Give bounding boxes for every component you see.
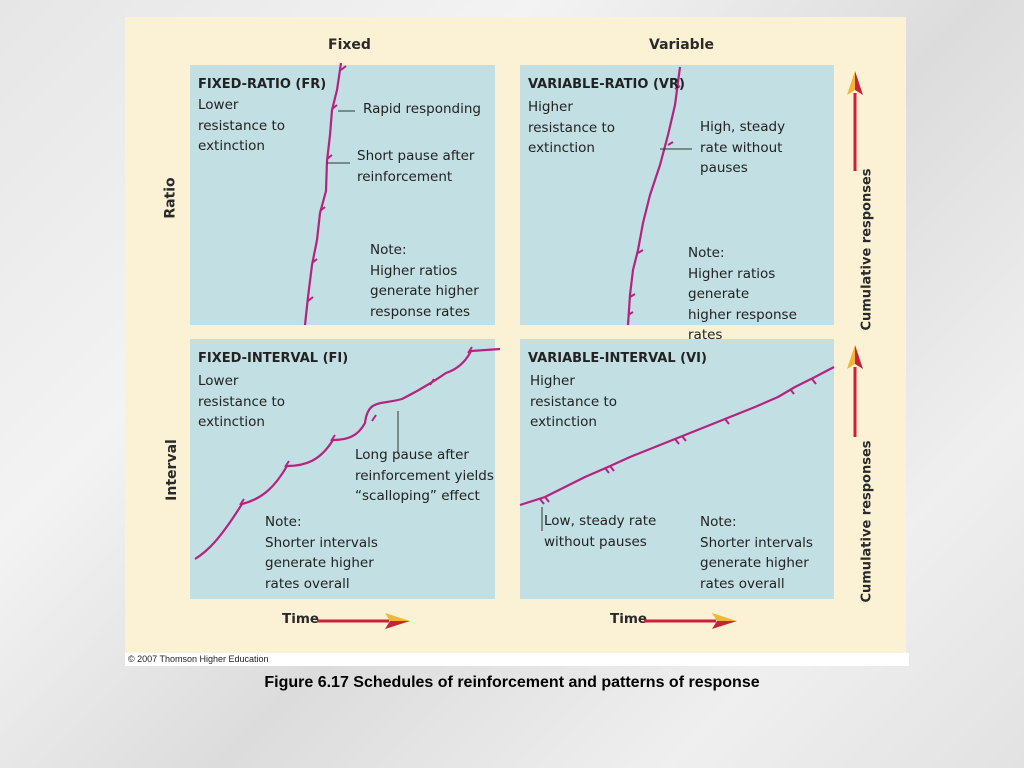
fi-callout-scallop: Long pause after reinforcement yields “s…: [355, 447, 494, 504]
panel-fixed-ratio: FIXED-RATIO (FR) Lower resistance to ext…: [190, 62, 495, 326]
vr-note: Note: Higher ratios generate higher resp…: [688, 245, 797, 343]
panel-variable-interval: VARIABLE-INTERVAL (VI) Higher resistance…: [519, 339, 835, 599]
vi-response-curve: [519, 366, 835, 531]
vr-description: Higher resistance to extinction: [528, 99, 616, 156]
x-axis-arrow-fixed: [317, 613, 410, 629]
fi-description: Lower resistance to extinction: [198, 373, 286, 430]
vi-note: Note: Shorter intervals generate higher …: [700, 514, 813, 592]
y-axis-arrow-interval: [847, 345, 863, 437]
x-axis-label-fixed: Time: [282, 611, 320, 627]
vi-callout-steady: Low, steady rate without pauses: [544, 513, 657, 550]
panel-variable-ratio: VARIABLE-RATIO (VR) Higher resistance to…: [520, 65, 834, 343]
fr-title: FIXED-RATIO (FR): [198, 77, 327, 92]
vr-title: VARIABLE-RATIO (VR): [528, 77, 685, 92]
fi-note: Note: Shorter intervals generate higher …: [265, 514, 378, 592]
fr-callout-rapid: Rapid responding: [363, 101, 481, 117]
vi-description: Higher resistance to extinction: [530, 373, 618, 430]
panel-fixed-interval: FIXED-INTERVAL (FI) Lower resistance to …: [190, 339, 501, 599]
x-axis-arrow-variable: [644, 613, 737, 629]
fr-response-curve: [303, 62, 355, 326]
fr-description: Lower resistance to extinction: [198, 97, 286, 154]
y-axis-arrow-ratio: [847, 71, 863, 171]
fi-title: FIXED-INTERVAL (FI): [198, 351, 349, 366]
y-axis-label-ratio: Cumulative responses: [859, 168, 875, 331]
column-header-variable: Variable: [649, 37, 714, 53]
row-header-interval: Interval: [163, 439, 180, 501]
y-axis-label-interval: Cumulative responses: [859, 440, 875, 603]
column-header-fixed: Fixed: [328, 37, 371, 53]
fr-note: Note: Higher ratios generate higher resp…: [370, 242, 479, 320]
x-axis-label-variable: Time: [610, 611, 648, 627]
vr-callout-steady: High, steady rate without pauses: [700, 119, 786, 176]
row-header-ratio: Ratio: [162, 177, 179, 219]
figure-caption: Figure 6.17 Schedules of reinforcement a…: [264, 674, 760, 691]
fi-response-curve: [194, 346, 501, 560]
vi-title: VARIABLE-INTERVAL (VI): [528, 351, 707, 366]
fr-callout-pause: Short pause after reinforcement: [357, 148, 475, 185]
copyright-notice: © 2007 Thomson Higher Education: [125, 653, 909, 666]
figure-panel: Fixed Variable Ratio Interval FIXED-RATI…: [125, 17, 909, 666]
vr-response-curve: [626, 66, 692, 326]
